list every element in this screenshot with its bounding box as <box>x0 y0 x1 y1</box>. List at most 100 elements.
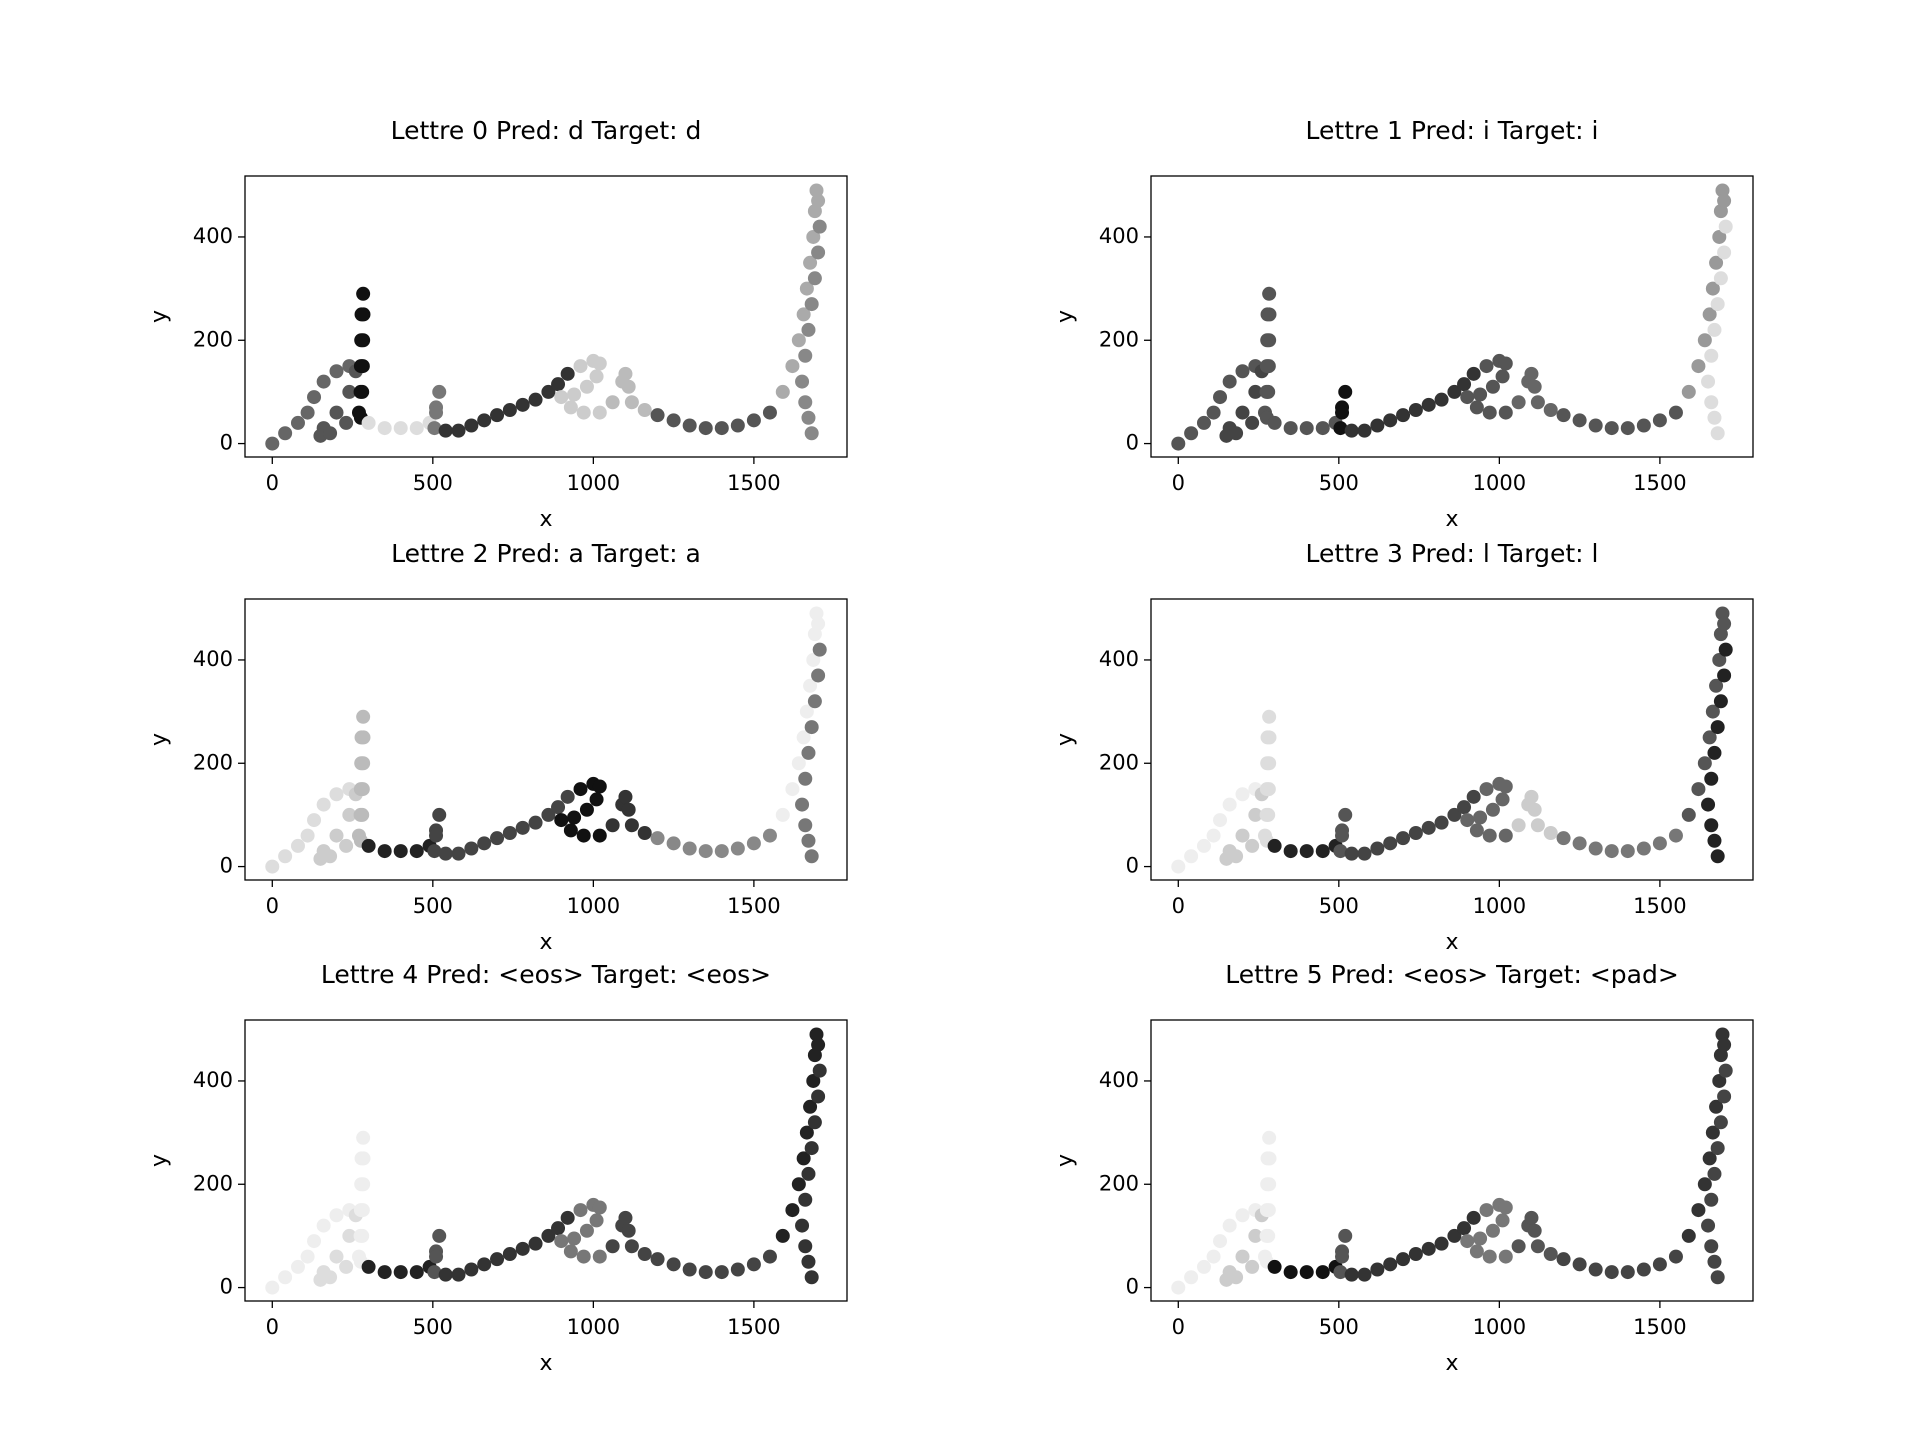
point <box>1524 366 1539 381</box>
point <box>798 771 813 786</box>
point <box>1713 694 1728 709</box>
point <box>714 1265 729 1280</box>
y-tick-label: 0 <box>220 431 233 455</box>
point <box>361 1259 376 1274</box>
point <box>551 377 566 392</box>
point <box>1383 836 1398 851</box>
point <box>567 387 582 402</box>
point <box>490 1252 505 1267</box>
point <box>1370 1262 1385 1277</box>
point <box>1408 1246 1423 1261</box>
point <box>1707 745 1722 760</box>
y-axis-label: y <box>147 733 172 746</box>
axes-frame <box>1150 598 1754 881</box>
point <box>796 730 811 745</box>
point <box>1588 1262 1603 1277</box>
point <box>592 405 607 420</box>
point <box>785 782 800 797</box>
point <box>265 859 280 874</box>
subplot-title: Lettre 2 Pred: a Target: a <box>391 539 701 568</box>
point <box>624 395 639 410</box>
points <box>265 183 827 451</box>
point <box>801 1254 816 1269</box>
point <box>1511 1239 1526 1254</box>
point <box>573 1203 588 1218</box>
point <box>1260 756 1275 771</box>
point <box>1357 846 1372 861</box>
subplot-title: Lettre 3 Pred: l Target: l <box>1306 539 1599 568</box>
point <box>650 1252 665 1267</box>
point <box>438 423 453 438</box>
point <box>1344 846 1359 861</box>
point <box>1213 813 1228 828</box>
point <box>1383 413 1398 428</box>
point <box>541 1228 556 1243</box>
point <box>576 405 591 420</box>
point <box>1473 810 1488 825</box>
point <box>1707 322 1722 337</box>
point <box>1196 838 1211 853</box>
point <box>804 1141 819 1156</box>
point <box>579 1223 594 1238</box>
point <box>477 413 492 428</box>
point <box>799 281 814 296</box>
point <box>1697 1177 1712 1192</box>
point <box>714 421 729 436</box>
point <box>592 1249 607 1264</box>
point <box>1299 844 1314 859</box>
point <box>1259 384 1274 399</box>
point <box>1235 364 1250 379</box>
point <box>637 402 652 417</box>
point <box>1299 421 1314 436</box>
y-tick-label: 400 <box>193 647 233 671</box>
point <box>1396 1252 1411 1267</box>
x-tick-label: 1000 <box>1473 894 1526 918</box>
point <box>563 1244 578 1259</box>
y-tick-label: 400 <box>1099 224 1139 248</box>
point <box>1498 1249 1513 1264</box>
point <box>361 838 376 853</box>
point <box>1235 405 1250 420</box>
point <box>1447 1228 1462 1243</box>
point <box>804 849 819 864</box>
point <box>1707 1254 1722 1269</box>
point <box>1713 1115 1728 1130</box>
point <box>393 844 408 859</box>
point <box>409 844 424 859</box>
point <box>1206 1249 1221 1264</box>
point <box>1717 1089 1732 1104</box>
point <box>300 828 315 843</box>
points <box>1171 1027 1733 1295</box>
x-tick-label: 0 <box>266 894 279 918</box>
point <box>730 841 745 856</box>
point <box>799 1125 814 1140</box>
x-tick-label: 0 <box>266 1315 279 1339</box>
point <box>1206 405 1221 420</box>
point <box>803 678 818 693</box>
axes-frame <box>244 175 848 458</box>
point <box>801 833 816 848</box>
point <box>554 390 569 405</box>
y-axis-label: y <box>147 310 172 323</box>
point <box>1460 390 1475 405</box>
point <box>541 384 556 399</box>
point <box>1709 678 1724 693</box>
point <box>1681 1228 1696 1243</box>
point <box>563 400 578 415</box>
point <box>791 756 806 771</box>
point <box>1495 792 1510 807</box>
x-tick-label: 1000 <box>567 894 620 918</box>
point <box>804 720 819 735</box>
point <box>290 1259 305 1274</box>
point <box>354 333 369 348</box>
subplot-title: Lettre 0 Pred: d Target: d <box>391 116 702 145</box>
point <box>798 395 813 410</box>
point <box>1498 779 1513 794</box>
point <box>1668 1249 1683 1264</box>
point <box>1473 387 1488 402</box>
point <box>775 807 790 822</box>
y-axis-label: y <box>1053 1154 1078 1167</box>
point <box>1213 1234 1228 1249</box>
point <box>477 836 492 851</box>
point <box>490 408 505 423</box>
